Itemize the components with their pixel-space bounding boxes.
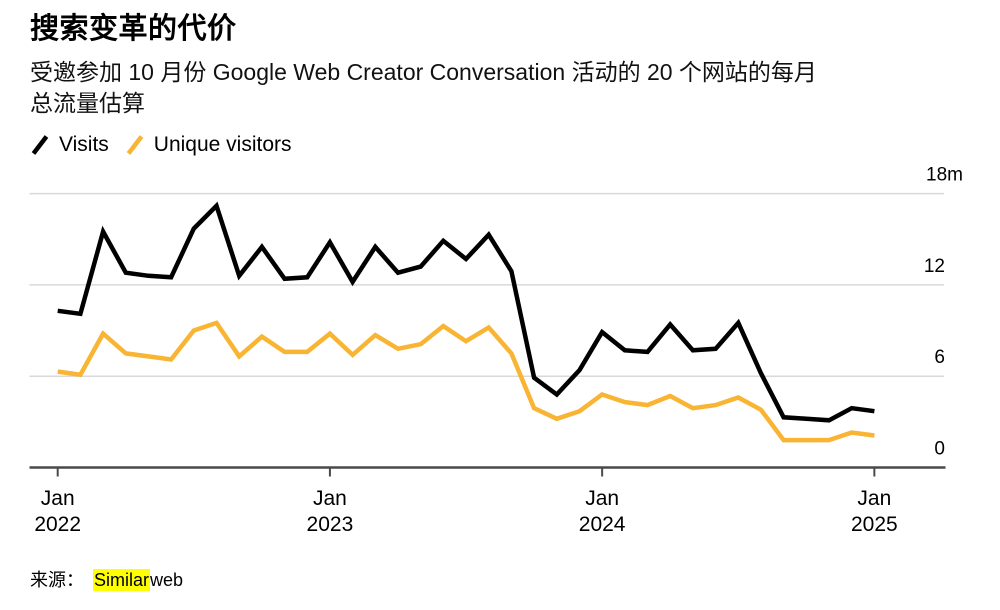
series-visits [57,201,875,423]
source-line: 来源： Similarweb [30,566,183,592]
x-tick-label-year-2022: 2022 [34,513,81,536]
x-tick-label-year-2024: 2024 [579,513,626,536]
source-rest-text: web [150,570,184,590]
x-tick-label-year-2023: 2023 [307,513,354,536]
chart-subtitle: 受邀参加 10 月份 Google Web Creator Conversati… [30,57,817,119]
legend-label-visits: Visits [59,133,109,156]
y-tick-label-6: 6 [934,347,945,368]
y-tick-label-18m: 18m [926,165,963,186]
x-tick-label-month-2023: Jan [313,487,347,510]
chart-legend: Visits Unique visitors [30,133,292,157]
source-prefix: 来源： [30,570,84,590]
x-tick-label-month-2022: Jan [41,487,75,510]
x-tick-label-year-2025: 2025 [851,513,898,536]
x-tick-label-month-2024: Jan [585,487,619,510]
y-tick-label-12: 12 [924,256,945,277]
chart-title: 搜索变革的代价 [30,13,237,45]
unique-visitors-line-swatch-icon [126,135,144,155]
y-tick-label-0: 0 [934,439,945,460]
x-tick-label-month-2025: Jan [857,487,891,510]
legend-item-unique-visitors: Unique visitors [125,133,292,157]
source-highlighted-text: Similar [93,569,151,591]
subtitle-line-1: 受邀参加 10 月份 Google Web Creator Conversati… [30,59,817,85]
legend-label-unique-visitors: Unique visitors [153,133,292,156]
visits-line-swatch-icon [31,135,49,155]
subtitle-line-2: 总流量估算 [30,90,145,116]
series-unique-visitors [57,320,875,443]
legend-item-visits: Visits [30,133,109,157]
